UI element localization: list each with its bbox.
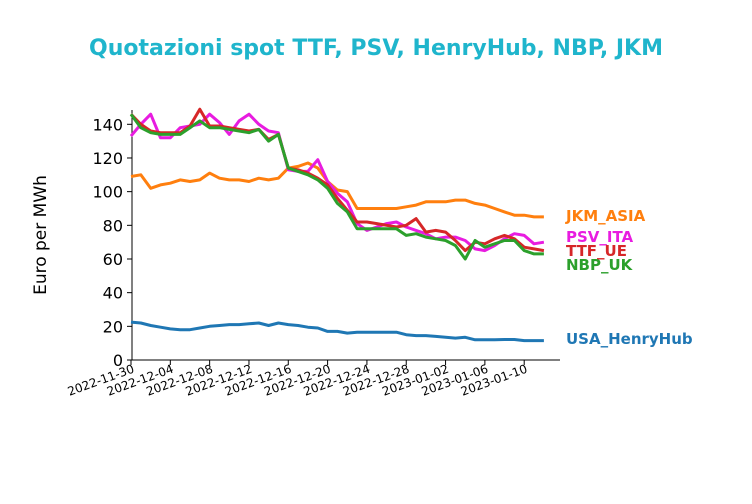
y-tick-label-120: 120 — [92, 149, 123, 168]
series-line-USA_HenryHub — [130, 320, 544, 343]
y-tick-label-60: 60 — [103, 250, 123, 269]
y-tick-label-140: 140 — [92, 115, 123, 134]
series-label-NBP_UK: NBP_UK — [566, 256, 634, 274]
y-tick-label-40: 40 — [103, 284, 123, 303]
chart-title: Quotazioni spot TTF, PSV, HenryHub, NBP,… — [89, 36, 663, 61]
y-tick-label-100: 100 — [92, 183, 123, 202]
series-label-JKM_ASIA: JKM_ASIA — [565, 207, 646, 225]
series-label-TTF_UE: TTF_UE — [566, 242, 627, 260]
series-line-JKM_ASIA — [130, 161, 544, 219]
series-line-NBP_UK — [129, 113, 544, 261]
y-tick-label-20: 20 — [103, 317, 123, 336]
y-tick-label-0: 0 — [113, 351, 123, 370]
y-tick-label-80: 80 — [103, 216, 123, 235]
series-label-PSV_ITA: PSV_ITA — [566, 228, 634, 246]
series-label-USA_HenryHub: USA_HenryHub — [566, 330, 693, 348]
y-axis-label: Euro per MWh — [31, 175, 51, 295]
series-line-PSV_ITA — [129, 112, 545, 253]
